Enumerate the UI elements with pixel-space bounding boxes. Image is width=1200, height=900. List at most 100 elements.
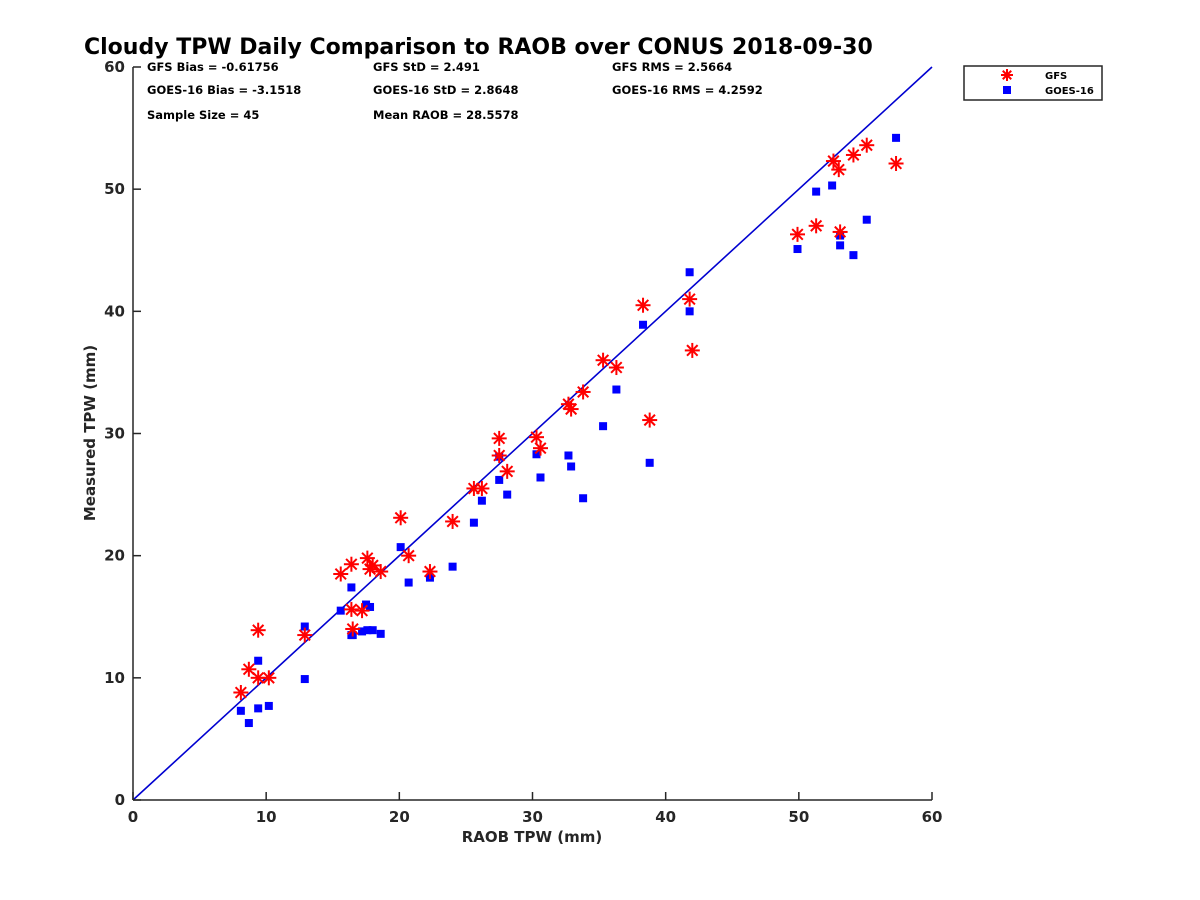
goes16-point — [536, 473, 545, 482]
legend-goes-square-icon — [1003, 86, 1011, 94]
gfs-point — [445, 513, 461, 529]
goes16-point — [244, 719, 253, 728]
gfs-point — [845, 147, 861, 163]
goes16-point — [645, 458, 654, 467]
gfs-point — [825, 153, 841, 169]
gfs-point — [343, 556, 359, 572]
gfs-point — [354, 603, 370, 619]
y-tick-label: 60 — [104, 58, 125, 76]
goes16-point — [236, 706, 245, 715]
goes16-point — [347, 583, 356, 592]
legend-gfs-asterisk — [1001, 69, 1013, 81]
gfs-point — [365, 557, 381, 573]
goes16-point — [495, 475, 504, 484]
gfs-point — [343, 601, 359, 617]
chart-title: Cloudy TPW Daily Comparison to RAOB over… — [84, 35, 873, 60]
gfs-point — [808, 218, 824, 234]
goes16-point — [532, 450, 541, 459]
gfs-point — [642, 412, 658, 428]
legend-gfs-label: GFS — [1045, 71, 1067, 82]
gfs-point — [333, 566, 349, 582]
stat-goes-std: GOES-16 StD = 2.8648 — [373, 83, 518, 97]
gfs-point — [832, 224, 848, 240]
x-tick-label: 50 — [788, 808, 809, 826]
gfs-point — [233, 684, 249, 700]
gfs-point — [499, 463, 515, 479]
gfs-point — [532, 440, 548, 456]
gfs-point — [345, 621, 361, 637]
legend: GFS GOES-16 — [963, 65, 1103, 101]
goes16-point — [336, 606, 345, 615]
y-tick-label: 40 — [104, 302, 125, 320]
gfs-point — [474, 480, 490, 496]
goes16-point — [639, 320, 648, 329]
goes16-point — [358, 627, 367, 636]
x-axis-label: RAOB TPW (mm) — [462, 828, 603, 846]
gfs-point — [790, 226, 806, 242]
goes16-point — [892, 133, 901, 142]
gfs-point — [491, 447, 507, 463]
goes16-point — [368, 626, 377, 635]
gfs-point — [888, 156, 904, 172]
goes16-point — [300, 622, 309, 631]
goes16-point — [264, 701, 273, 710]
goes16-point — [396, 543, 405, 552]
gfs-point — [393, 510, 409, 526]
stat-goes-rms: GOES-16 RMS = 4.2592 — [612, 83, 763, 97]
gfs-point — [297, 627, 313, 643]
x-tick-label: 40 — [655, 808, 676, 826]
gfs-point — [575, 384, 591, 400]
stat-goes-bias: GOES-16 Bias = -3.1518 — [147, 83, 301, 97]
stat-sample-size: Sample Size = 45 — [147, 108, 259, 122]
x-ticks: 0 10 20 30 40 50 60 — [128, 792, 943, 826]
x-tick-label: 0 — [128, 808, 138, 826]
x-tick-label: 30 — [522, 808, 543, 826]
gfs-point — [635, 297, 651, 313]
goes16-point — [300, 675, 309, 684]
y-tick-label: 50 — [104, 180, 125, 198]
gfs-point — [563, 401, 579, 417]
goes16-point — [579, 494, 588, 503]
stat-gfs-std: GFS StD = 2.491 — [373, 60, 480, 74]
gfs-point — [859, 137, 875, 153]
goes16-point — [599, 422, 608, 431]
gfs-point — [831, 162, 847, 178]
goes16-point — [254, 704, 263, 713]
x-tick-label: 20 — [389, 808, 410, 826]
goes16-point — [685, 307, 694, 316]
y-tick-label: 10 — [104, 669, 125, 687]
goes16-point — [404, 578, 413, 587]
stat-mean-raob: Mean RAOB = 28.5578 — [373, 108, 519, 122]
goes16-point — [564, 451, 573, 460]
gfs-point — [422, 564, 438, 580]
gfs-point — [684, 342, 700, 358]
gfs-point — [595, 352, 611, 368]
goes16-point — [254, 656, 263, 665]
goes16-point — [828, 181, 837, 190]
y-ticks: 0 10 20 30 40 50 60 — [104, 58, 141, 809]
stats-annotations: GFS Bias = -0.61756 GFS StD = 2.491 GFS … — [147, 60, 763, 122]
goes16-point — [812, 187, 821, 196]
goes16-point — [862, 215, 871, 224]
goes16-point — [849, 251, 858, 260]
x-tick-label: 60 — [922, 808, 943, 826]
y-tick-label: 30 — [104, 425, 125, 443]
gfs-point — [250, 622, 266, 638]
gfs-point — [261, 670, 277, 686]
legend-box — [963, 65, 1103, 101]
y-axis-label: Measured TPW (mm) — [81, 345, 99, 521]
stat-gfs-rms: GFS RMS = 2.5664 — [612, 60, 732, 74]
gfs-point — [682, 291, 698, 307]
gfs-point — [528, 429, 544, 445]
legend-gfs-asterisk-icon — [1001, 69, 1013, 81]
goes16-point — [685, 268, 694, 277]
goes16-point — [793, 245, 802, 254]
gfs-point — [241, 661, 257, 677]
goes16-point — [836, 241, 845, 250]
goes16-point — [477, 496, 486, 505]
goes16-point — [448, 562, 457, 571]
goes16-point — [363, 626, 372, 635]
stat-gfs-bias: GFS Bias = -0.61756 — [147, 60, 279, 74]
y-tick-label: 0 — [115, 791, 125, 809]
